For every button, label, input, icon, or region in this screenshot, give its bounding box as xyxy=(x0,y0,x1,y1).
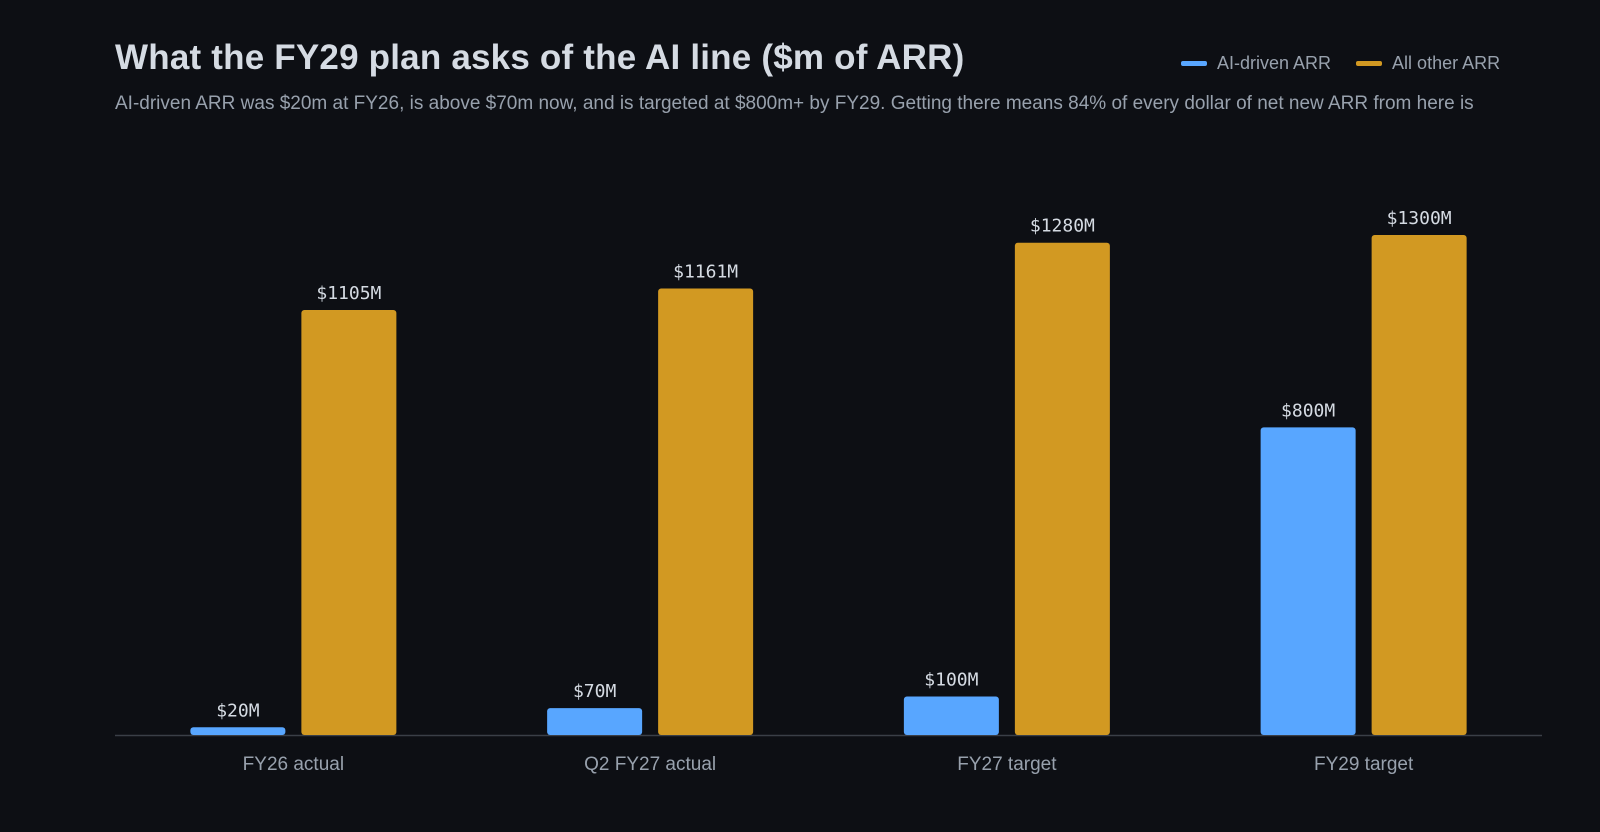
x-tick-label-2: Q2 FY27 actual xyxy=(584,754,716,775)
data-label-all-other-arr-1: $1105M xyxy=(316,283,381,304)
bar-all-other-arr-2 xyxy=(658,288,754,735)
bar-all-other-arr-4 xyxy=(1371,235,1467,735)
chart-title: What the FY29 plan asks of the AI line (… xyxy=(115,38,965,77)
legend-swatch-ai-driven xyxy=(1181,61,1207,66)
bar-all-other-arr-3 xyxy=(1014,242,1110,735)
legend-item-all-other: All other ARR xyxy=(1356,53,1500,74)
legend-swatch-all-other xyxy=(1356,61,1383,66)
legend-item-ai-driven: AI-driven ARR xyxy=(1181,53,1331,74)
data-label-ai-driven-arr-1: $20M xyxy=(216,700,260,721)
bar-ai-driven-arr-3 xyxy=(903,696,999,735)
bar-all-other-arr-1 xyxy=(301,310,397,735)
data-label-ai-driven-arr-2: $70M xyxy=(573,681,617,702)
data-label-all-other-arr-3: $1280M xyxy=(1030,216,1095,237)
bar-ai-driven-arr-1 xyxy=(190,727,286,735)
legend-label-ai-driven: AI-driven ARR xyxy=(1217,53,1332,73)
x-tick-label-4: FY29 target xyxy=(1314,754,1414,775)
x-tick-label-1: FY26 actual xyxy=(243,754,344,775)
legend-label-all-other: All other ARR xyxy=(1392,53,1501,73)
bar-ai-driven-arr-4 xyxy=(1260,427,1356,735)
data-label-ai-driven-arr-4: $800M xyxy=(1281,400,1335,421)
bar-ai-driven-arr-2 xyxy=(547,708,643,735)
chart-subtitle: AI-driven ARR was $20m at FY26, is above… xyxy=(115,93,1474,114)
data-label-all-other-arr-4: $1300M xyxy=(1387,208,1452,229)
data-label-ai-driven-arr-3: $100M xyxy=(924,670,978,691)
legend: AI-driven ARR All other ARR xyxy=(1181,53,1500,74)
x-tick-label-3: FY27 target xyxy=(957,754,1057,775)
data-label-all-other-arr-2: $1161M xyxy=(673,261,738,282)
